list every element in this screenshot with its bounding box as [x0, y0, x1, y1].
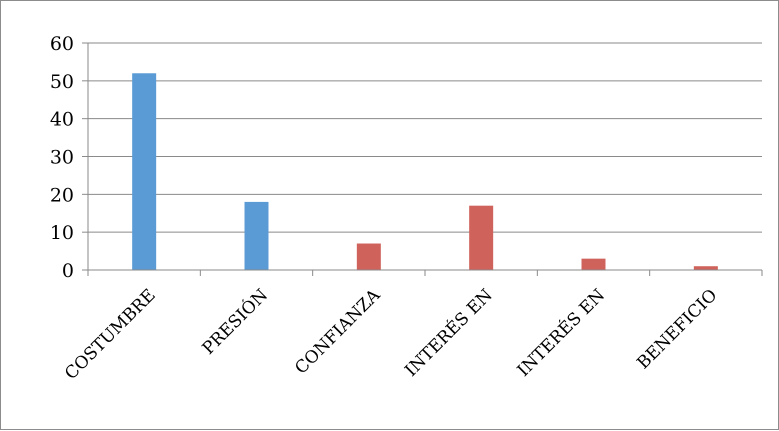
x-category-label: INTERÉS EN [513, 285, 609, 381]
y-tick-label: 10 [50, 222, 74, 244]
x-category-label: CONFIANZA [291, 285, 385, 379]
y-tick-label: 60 [50, 33, 74, 55]
y-tick-label: 20 [50, 184, 74, 206]
bar-inter-s-en [581, 258, 606, 270]
bar-costumbre [132, 73, 157, 271]
y-tick-label: 30 [50, 147, 74, 169]
y-tick-label: 0 [62, 260, 74, 282]
x-category-label: BENEFICIO [633, 285, 721, 373]
x-category-label: INTERÉS EN [401, 285, 497, 381]
y-tick-label: 40 [50, 109, 74, 131]
x-category-label: COSTUMBRE [61, 285, 160, 384]
bar-beneficio [693, 266, 718, 270]
x-category-label: PRESIÓN [198, 285, 272, 359]
bar-inter-s-en [469, 205, 494, 270]
bar-confianza [356, 243, 381, 270]
bar-presi-n [244, 201, 269, 270]
y-tick-label: 50 [50, 71, 74, 93]
